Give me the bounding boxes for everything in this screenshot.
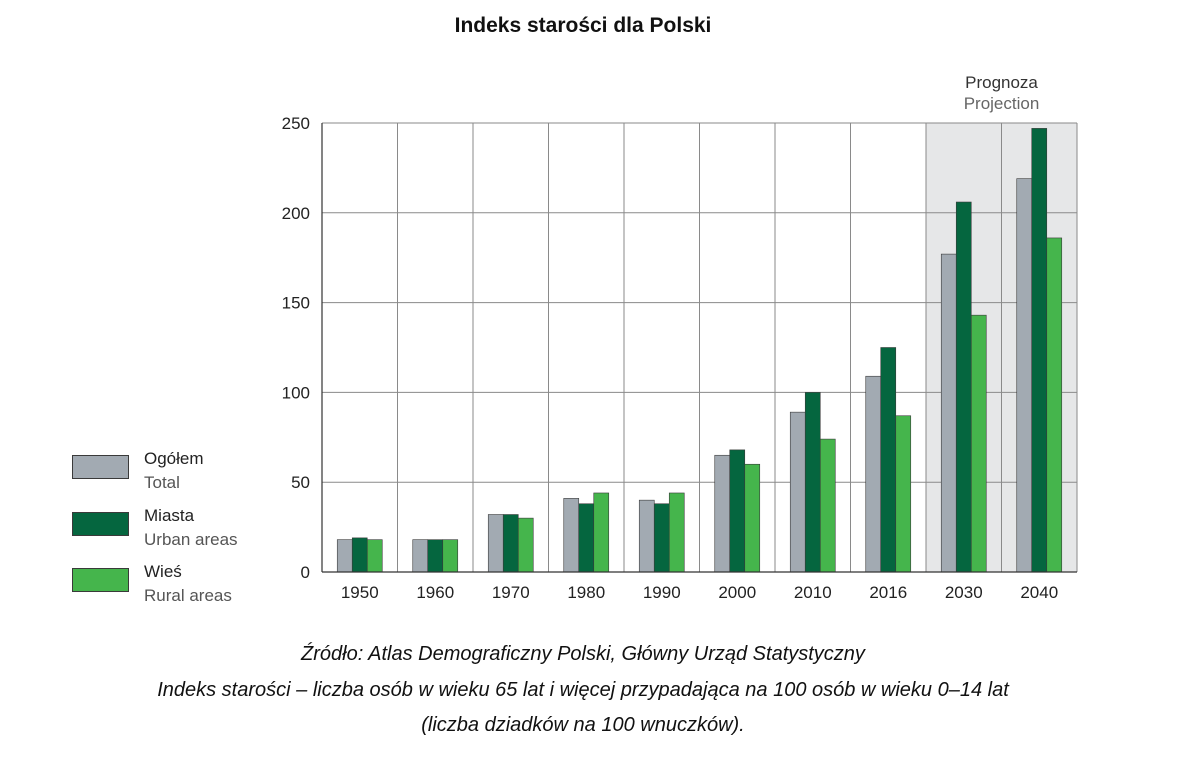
legend-label-rural-pl: Wieś [144, 562, 182, 581]
y-tick-label: 100 [282, 383, 310, 402]
y-tick-label: 200 [282, 204, 310, 223]
legend-label-urban-pl: Miasta [144, 506, 195, 525]
bar [1016, 178, 1033, 573]
legend-swatch-rural [72, 568, 129, 592]
chart-title: Indeks starości dla Polski [454, 14, 712, 37]
x-tick-label: 2000 [718, 583, 756, 602]
bar [638, 499, 655, 573]
x-tick-label: 1970 [492, 583, 530, 602]
legend-label-total-pl: Ogółem [144, 449, 204, 468]
projection-label-pl: Prognoza [965, 73, 1038, 92]
x-tick-label: 2016 [869, 583, 907, 602]
bar [668, 492, 685, 573]
bar [729, 449, 746, 573]
bar [487, 514, 504, 573]
bar [427, 539, 444, 573]
legend-swatch-urban [72, 512, 129, 536]
x-tick-label: 1960 [416, 583, 454, 602]
bar [502, 514, 519, 573]
bar [578, 503, 595, 573]
bar [804, 392, 821, 573]
bar [366, 539, 383, 573]
bar [1031, 128, 1048, 573]
bar [744, 463, 761, 573]
bar [1046, 237, 1063, 573]
y-tick-label: 250 [282, 114, 310, 133]
legend-label-urban-en: Urban areas [144, 530, 238, 549]
axis-layer: 0 50 100 150 200 250 1950 1960 1970 1980 1990 2000 2… [282, 114, 1077, 602]
bar [412, 539, 429, 573]
bar [970, 314, 987, 573]
x-tick-label: 1990 [643, 583, 681, 602]
bar [351, 537, 368, 573]
legend-label-total-en: Total [144, 473, 180, 492]
legend-label-rural-en: Rural areas [144, 586, 232, 605]
source-caption: Źródło: Atlas Demograficzny Polski, Głów… [301, 643, 865, 665]
note-line-1: Indeks starości – liczba osób w wieku 65… [157, 679, 1009, 701]
bar [653, 503, 670, 573]
bar-chart: Prognoza Projection 0 50 100 150 200 250 1950 19… [282, 73, 1078, 602]
bar [940, 253, 957, 573]
bar [819, 438, 836, 573]
bar [563, 498, 580, 573]
projection-label-en: Projection [964, 94, 1040, 113]
note-line-2: (liczba dziadków na 100 wnuczków). [421, 714, 745, 736]
y-tick-label: 150 [282, 294, 310, 313]
x-tick-label: 2030 [945, 583, 983, 602]
bar [593, 492, 610, 573]
y-tick-label: 50 [291, 473, 310, 492]
x-tick-label: 1980 [567, 583, 605, 602]
bar [880, 347, 897, 573]
x-tick-label: 2010 [794, 583, 832, 602]
bar [442, 539, 459, 573]
x-tick-label: 2040 [1020, 583, 1058, 602]
bar [865, 375, 882, 573]
legend-swatch-total [72, 455, 129, 479]
x-tick-label: 1950 [341, 583, 379, 602]
bar [336, 539, 353, 573]
bar [895, 415, 912, 573]
bar [789, 411, 806, 573]
bar-layer [336, 128, 1063, 573]
bar [955, 201, 972, 573]
bar [714, 454, 731, 573]
y-tick-label: 0 [301, 563, 310, 582]
bar [517, 517, 534, 573]
